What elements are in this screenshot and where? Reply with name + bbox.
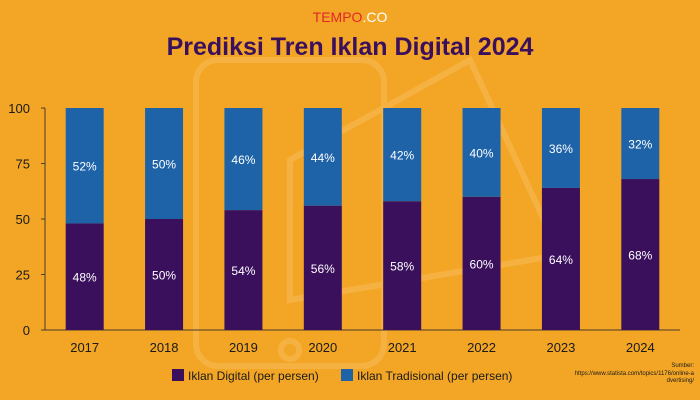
- data-label: 36%: [549, 142, 573, 156]
- bar-traditional-2024: [621, 108, 660, 180]
- x-tick-label: 2022: [467, 340, 496, 355]
- y-tick-label: 100: [8, 101, 30, 116]
- data-label: 58%: [390, 260, 414, 274]
- x-tick-label: 2019: [229, 340, 258, 355]
- bar-traditional-2020: [303, 108, 342, 206]
- x-tick-label: 2021: [388, 340, 417, 355]
- data-label: 50%: [152, 269, 176, 283]
- legend-swatch-traditional: [341, 369, 353, 381]
- data-label: 64%: [549, 253, 573, 267]
- data-label: 46%: [231, 153, 255, 167]
- x-tick-label: 2024: [626, 340, 655, 355]
- brand-logo: TEMPO.CO: [313, 9, 388, 25]
- phone-button: [278, 338, 302, 362]
- source-url: https://www.statista.com/topics/1176/onl…: [575, 371, 695, 384]
- y-tick-label: 50: [16, 212, 30, 227]
- data-label: 50%: [152, 158, 176, 172]
- data-label: 40%: [470, 146, 494, 160]
- data-label: 68%: [628, 249, 652, 263]
- bar-digital-2018: [145, 219, 184, 330]
- bar-traditional-2021: [383, 108, 422, 202]
- bar-digital-2023: [541, 187, 580, 330]
- megaphone-outline: [287, 55, 565, 304]
- x-tick-label: 2020: [308, 340, 337, 355]
- bar-traditional-2018: [145, 108, 184, 219]
- data-label: 32%: [628, 138, 652, 152]
- legend-swatch-digital: [172, 369, 184, 381]
- bar-digital-2017: [65, 223, 104, 330]
- source-label: Sumber:: [671, 363, 694, 369]
- data-label: 52%: [73, 160, 97, 174]
- data-label: 54%: [231, 264, 255, 278]
- bar-digital-2021: [383, 201, 422, 330]
- data-label: 42%: [390, 149, 414, 163]
- bars-layer: 48% 52% 50% 50% 54% 46% 56% 44% 58% 42% 60% 40% 64% 3…: [65, 108, 660, 330]
- source-note: Sumber: https://www.statista.com/topics/…: [575, 363, 695, 384]
- x-tick-label: 2017: [70, 340, 99, 355]
- bar-digital-2019: [224, 210, 263, 330]
- y-tick-label: 0: [23, 323, 30, 338]
- bar-traditional-2017: [65, 108, 104, 224]
- bar-traditional-2019: [224, 108, 263, 211]
- bar-digital-2024: [621, 179, 660, 330]
- data-label: 56%: [311, 262, 335, 276]
- x-tick-label: 2018: [150, 340, 179, 355]
- chart-title: Prediksi Tren Iklan Digital 2024: [167, 33, 534, 61]
- x-axis-ticks: 2017 2018 2019 2020 2021 2022 2023 2024: [70, 340, 655, 355]
- data-label: 44%: [311, 151, 335, 165]
- legend-label-digital: Iklan Digital (per persen): [188, 369, 319, 383]
- data-label: 48%: [73, 271, 97, 285]
- brand-co: .CO: [362, 9, 387, 25]
- bar-traditional-2022: [462, 108, 501, 197]
- data-label: 60%: [470, 257, 494, 271]
- y-tick-label: 75: [16, 157, 30, 172]
- legend-label-traditional: Iklan Tradisional (per persen): [357, 369, 512, 383]
- x-tick-label: 2023: [546, 340, 575, 355]
- bar-digital-2020: [303, 205, 342, 330]
- legend: Iklan Digital (per persen) Iklan Tradisi…: [172, 369, 512, 383]
- y-tick-label: 25: [16, 268, 30, 283]
- y-axis: 0 25 50 75 100: [8, 101, 45, 338]
- bar-traditional-2023: [541, 108, 580, 188]
- brand-tempo: TEMPO: [313, 9, 363, 25]
- bar-digital-2022: [462, 196, 501, 330]
